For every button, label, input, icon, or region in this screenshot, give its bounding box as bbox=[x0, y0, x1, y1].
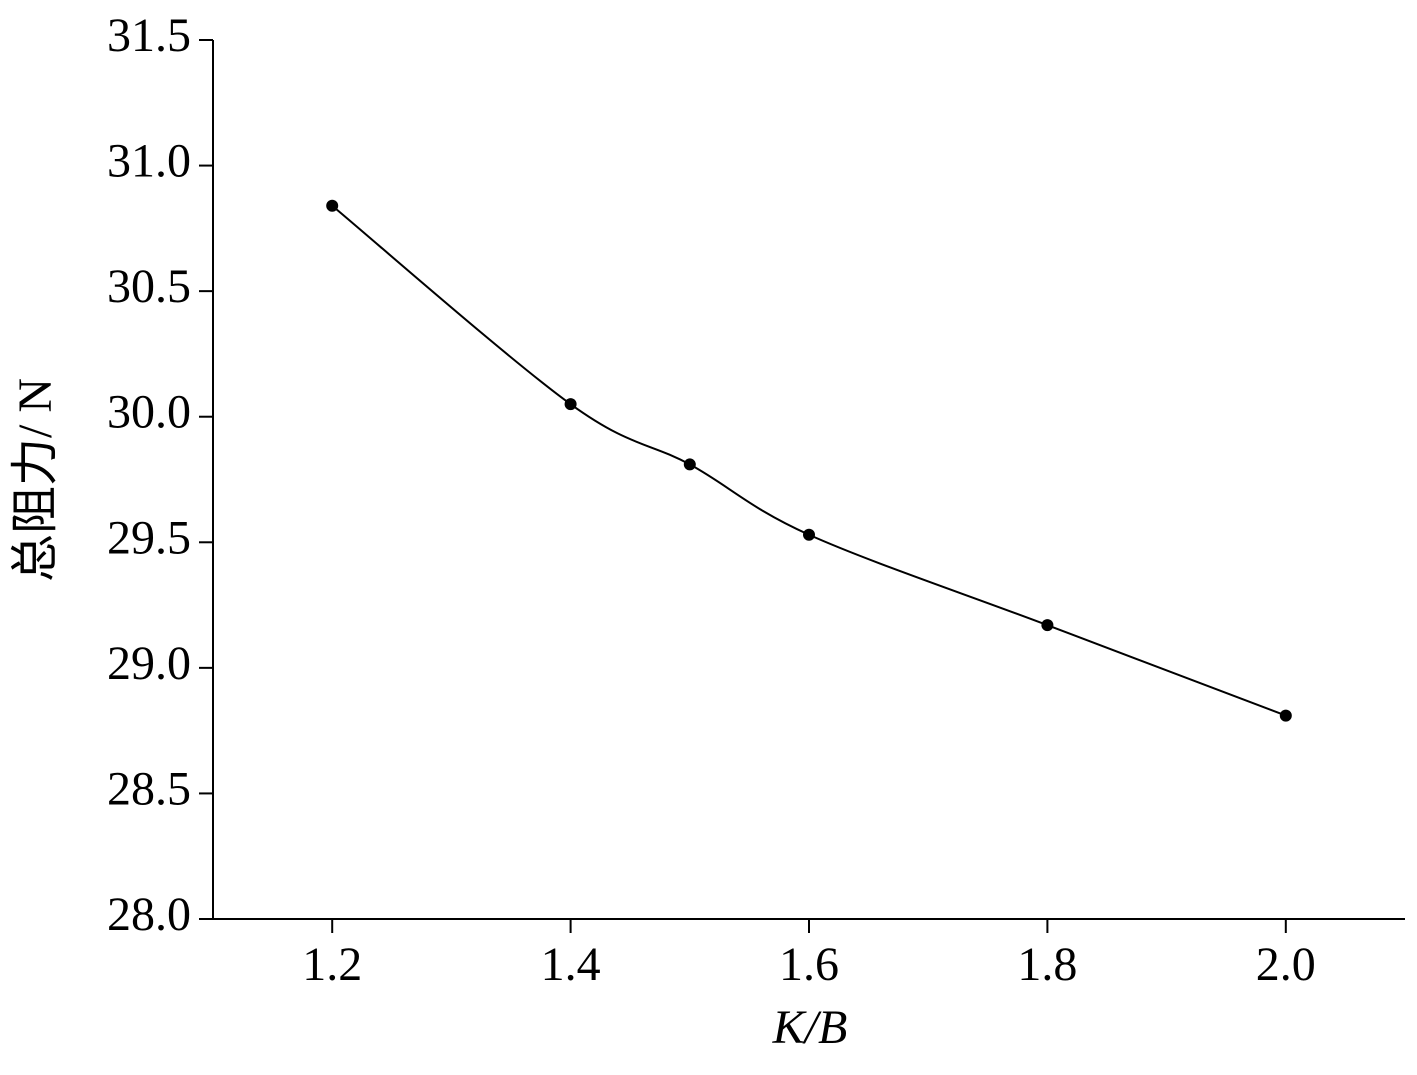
x-tick-label: 1.6 bbox=[779, 938, 839, 991]
y-tick-label: 31.5 bbox=[107, 9, 191, 62]
y-tick-label: 29.0 bbox=[107, 637, 191, 690]
y-axis-label: 总阻力/ N bbox=[9, 378, 62, 582]
point bbox=[1041, 619, 1054, 632]
x-tick-label: 1.4 bbox=[541, 938, 601, 991]
x-tick-label: 1.8 bbox=[1017, 938, 1077, 991]
y-tick-label: 30.0 bbox=[107, 386, 191, 439]
point bbox=[564, 398, 577, 411]
y-tick-label: 28.5 bbox=[107, 762, 191, 815]
y-tick-label: 29.5 bbox=[107, 511, 191, 564]
point bbox=[326, 199, 339, 212]
point bbox=[1279, 709, 1292, 722]
x-tick-label: 2.0 bbox=[1256, 938, 1316, 991]
x-axis-label: K/B bbox=[772, 1001, 848, 1054]
y-tick-label: 30.5 bbox=[107, 260, 191, 313]
x-tick-label: 1.2 bbox=[302, 938, 362, 991]
y-tick-label: 31.0 bbox=[107, 135, 191, 188]
line bbox=[331, 204, 1287, 717]
point bbox=[683, 458, 696, 471]
y-tick-label: 28.0 bbox=[107, 888, 191, 941]
point bbox=[803, 528, 815, 541]
